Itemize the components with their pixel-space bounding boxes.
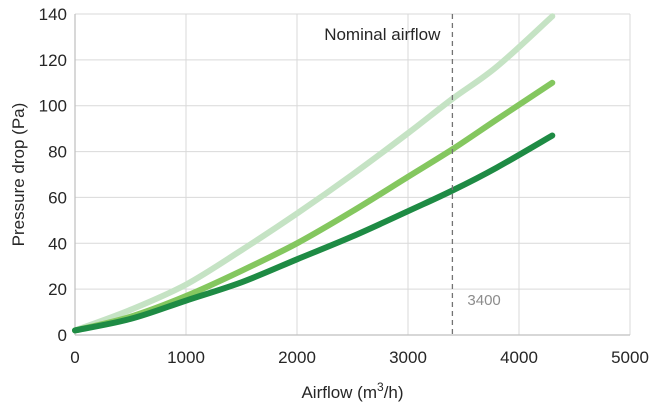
y-tick-label: 40 xyxy=(48,234,67,253)
x-tick-label: 5000 xyxy=(611,348,649,367)
series-line-3 xyxy=(72,132,556,334)
y-tick-label: 120 xyxy=(39,51,67,70)
x-tick-label: 1000 xyxy=(167,348,205,367)
x-tick-label: 2000 xyxy=(278,348,316,367)
y-tick-label: 140 xyxy=(39,5,67,24)
y-tick-label: 20 xyxy=(48,280,67,299)
x-tick-label: 0 xyxy=(70,348,79,367)
y-tick-label: 0 xyxy=(58,326,67,345)
y-axis-title: Pressure drop (Pa) xyxy=(9,103,28,247)
x-tick-label: 3000 xyxy=(389,348,427,367)
series-layer xyxy=(72,13,556,334)
nominal-airflow-label: Nominal airflow xyxy=(324,25,441,44)
y-tick-label: 100 xyxy=(39,97,67,116)
y-tick-label: 60 xyxy=(48,188,67,207)
x-axis-title: Airflow (m3/h) xyxy=(301,380,403,402)
x-axis-title-main: Airflow (m xyxy=(301,383,377,402)
nominal-airflow-value-label: 3400 xyxy=(467,292,500,309)
y-tick-label: 80 xyxy=(48,143,67,162)
annotation-layer: Nominal airflow 3400 xyxy=(324,14,501,335)
axis-layer: 0 20 40 60 80 100 120 140 0 1000 2000 3000 4000 5000 xyxy=(39,5,649,367)
series-line-1 xyxy=(72,13,556,334)
x-axis-title-superscript: 3 xyxy=(377,380,384,394)
x-axis-title-tail: /h) xyxy=(384,383,404,402)
grid-layer xyxy=(75,13,631,335)
series-line-2 xyxy=(72,79,556,334)
x-tick-label: 4000 xyxy=(500,348,538,367)
